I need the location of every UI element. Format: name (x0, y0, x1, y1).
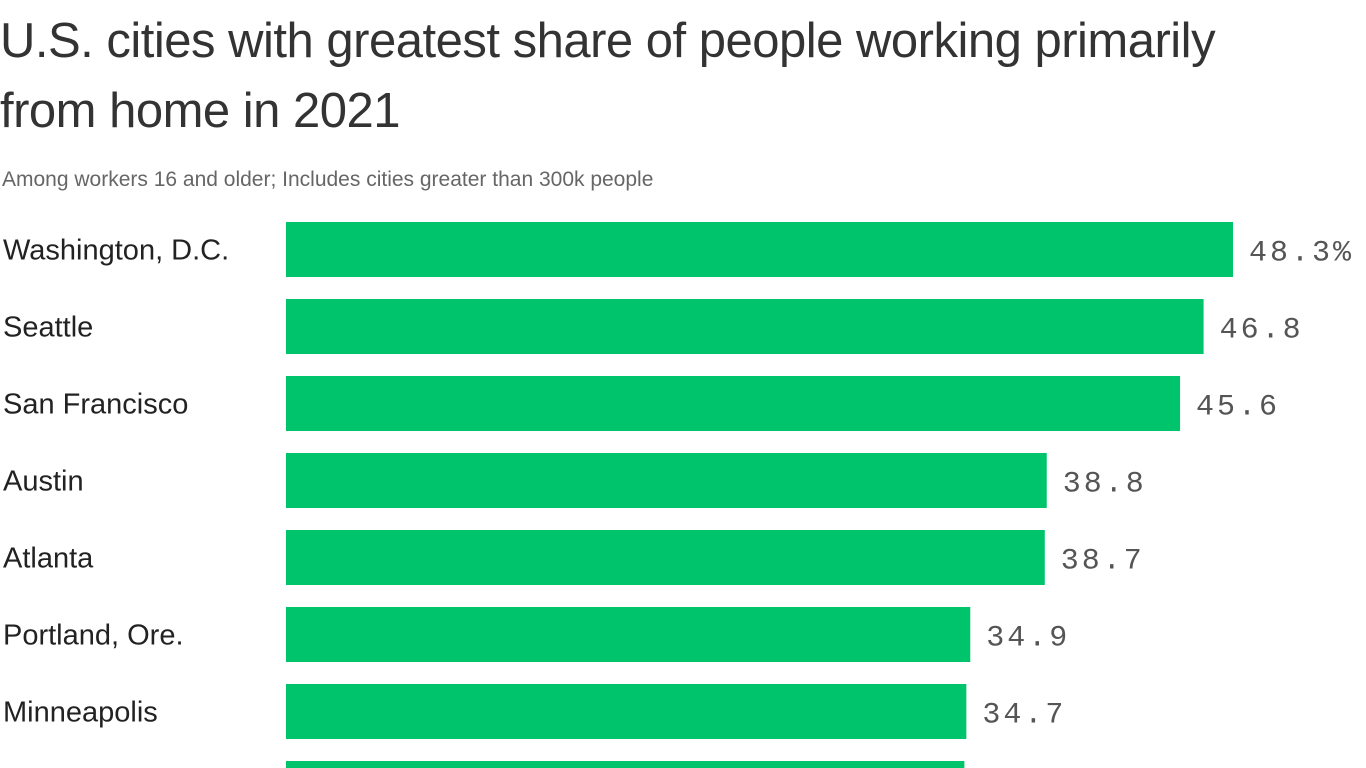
category-label: Austin (3, 466, 84, 498)
bar (286, 684, 967, 739)
bar (286, 222, 1233, 277)
category-label: Portland, Ore. (3, 620, 184, 652)
value-label: 34.9 (986, 622, 1070, 656)
value-label: 38.7 (1061, 545, 1145, 579)
value-label: 45.6 (1196, 391, 1280, 425)
category-label: San Francisco (3, 389, 188, 421)
category-label: Minneapolis (3, 697, 158, 729)
category-label: Seattle (3, 312, 93, 344)
chart-subtitle: Among workers 16 and older; Includes cit… (2, 168, 654, 191)
bar (286, 453, 1047, 508)
bar (286, 607, 971, 662)
value-label: 34.7 (982, 699, 1066, 733)
category-label: Washington, D.C. (3, 235, 229, 267)
value-label: 48.3% (1249, 237, 1354, 271)
bar (286, 530, 1045, 585)
value-label: 46.8 (1220, 314, 1304, 348)
bar (286, 376, 1181, 431)
chart-title: U.S. cities with greatest share of peopl… (0, 14, 1216, 138)
bar (286, 299, 1204, 354)
category-label: Atlanta (3, 543, 94, 575)
bar (286, 761, 965, 768)
value-label: 38.8 (1063, 468, 1147, 502)
